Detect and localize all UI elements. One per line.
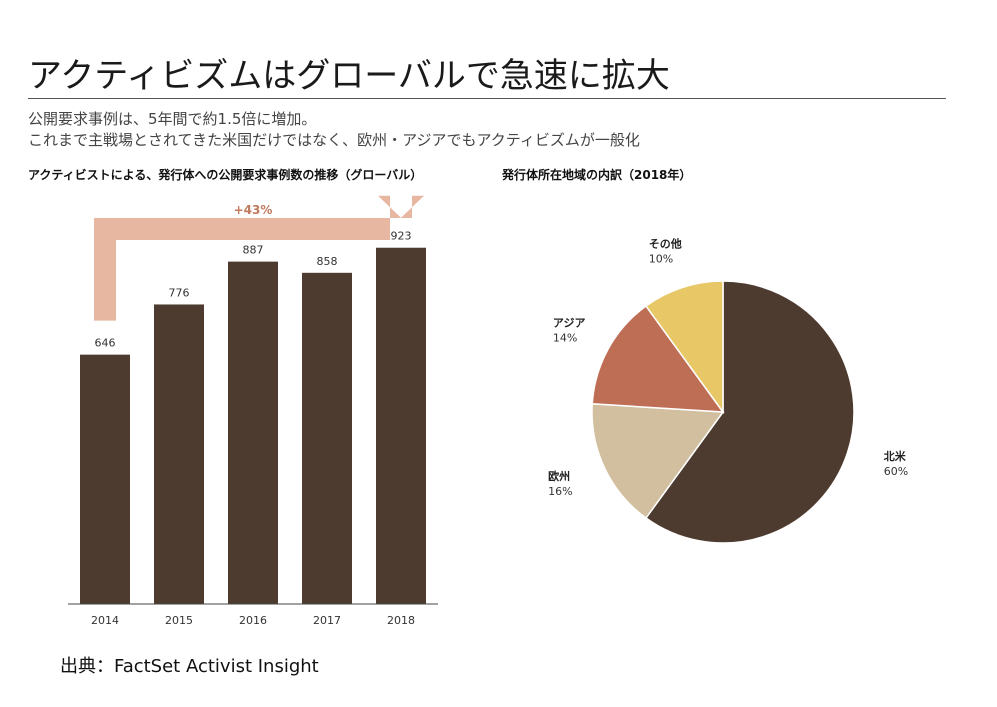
pie-value-label: 16% (548, 485, 572, 498)
x-tick-label: 2015 (165, 614, 193, 627)
pie-slice-1 (591, 402, 725, 520)
x-tick-label: 2014 (91, 614, 119, 627)
pie-value-label: 10% (649, 252, 673, 265)
bar-2015 (154, 304, 204, 604)
subtitle-line-2: これまで主戦場とされてきた米国だけではなく、欧州・アジアでもアクティビズムが一般… (28, 131, 640, 149)
bar-value-label: 923 (391, 230, 412, 243)
pie-value-label: 14% (553, 332, 577, 345)
bar-2014 (80, 354, 130, 604)
bar-2018 (376, 247, 426, 605)
pie-label: 北米 (884, 449, 907, 463)
subtitle-line-1: 公開要求事例は、5年間で約1.5倍に増加。 (28, 110, 317, 128)
title-divider (28, 98, 946, 99)
pie-value-label: 60% (884, 465, 908, 478)
x-tick-label: 2018 (387, 614, 415, 627)
pie-chart-title: 発行体所在地域の内訳（2018年） (502, 168, 692, 182)
page-title: アクティビズムはグローバルで急速に拡大 (28, 56, 670, 96)
pie-slice-2 (591, 304, 725, 413)
pie-slice-0 (644, 280, 855, 544)
x-tick-label: 2017 (313, 614, 341, 627)
pie-label: その他 (649, 236, 682, 250)
bar-2016 (228, 261, 278, 604)
growth-arrow (94, 195, 424, 321)
pie-label: 欧州 (548, 469, 570, 483)
bar-chart-title: アクティビストによる、発行体への公開要求事例数の推移（グローバル） (28, 168, 423, 182)
x-tick-label: 2016 (239, 614, 267, 627)
bar-value-label: 858 (317, 255, 338, 268)
bar-value-label: 776 (169, 286, 190, 299)
growth-annotation: +43% (234, 203, 273, 217)
bar-value-label: 646 (95, 337, 116, 350)
bar-2017 (302, 272, 352, 604)
pie-slice-3 (644, 280, 724, 415)
source-note: 出典：FactSet Activist Insight (60, 656, 319, 677)
pie-label: アジア (553, 317, 586, 330)
bar-value-label: 887 (243, 244, 264, 257)
